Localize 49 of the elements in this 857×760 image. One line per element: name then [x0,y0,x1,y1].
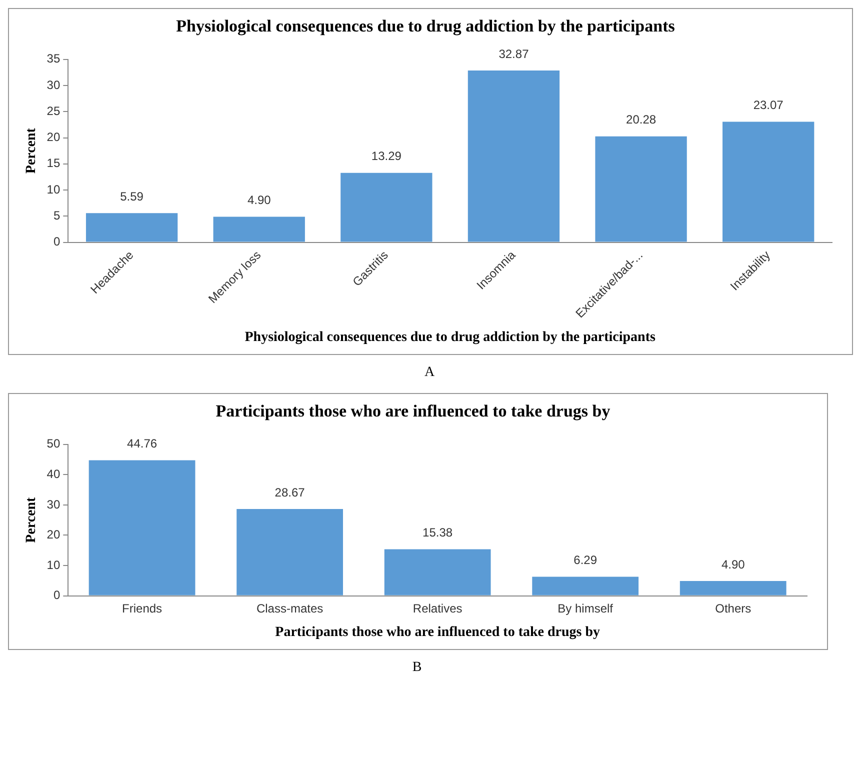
x-tick-label: By himself [558,601,614,616]
y-tick-label: 20 [46,528,60,542]
chart-title: Participants those who are influenced to take drugs by [216,402,611,421]
y-tick-label: 15 [46,156,60,170]
bar [532,576,639,596]
data-label: 5.59 [120,189,144,204]
y-tick-label: 10 [46,558,60,572]
y-tick-label: 20 [46,130,60,144]
data-label: 20.28 [626,112,656,127]
x-tick-label: Others [715,601,752,616]
bar [213,216,305,242]
y-tick-label: 30 [46,497,60,512]
bar [595,136,687,242]
bar [340,172,432,242]
data-label: 6.29 [574,553,598,568]
x-axis-title: Participants those who are influenced to take drugs by [275,625,600,640]
data-label: 4.90 [247,193,272,207]
x-axis-title: Physiological consequences due to drug addiction by the participants [244,330,656,346]
y-axis-title: Percent [24,496,40,543]
text: A [423,365,436,381]
data-label: 32.87 [498,46,530,61]
bar [88,460,196,596]
y-tick-label: 40 [46,466,60,481]
y-tick-label: 50 [46,436,60,451]
y-tick-label: 5 [53,208,60,222]
data-label: 23.07 [753,98,784,112]
data-label: 28.67 [274,485,306,500]
data-label: 13.29 [371,149,402,164]
y-axis-title: Percent [24,128,40,174]
y-tick-label: 10 [46,182,60,196]
y-tick-label: 0 [53,234,60,249]
bar [384,549,491,596]
text: B [411,660,423,676]
y-tick-label: 35 [46,52,60,66]
data-label: 4.90 [721,557,746,572]
y-tick-label: 25 [46,104,60,118]
data-label: 15.38 [422,526,453,540]
y-tick-label: 0 [53,588,60,602]
bar [468,70,560,242]
x-tick-label: Relatives [412,601,462,616]
x-tick-label: Class-mates [256,601,324,616]
bar [86,213,178,242]
bar [722,122,814,242]
x-tick-label: Friends [122,601,162,616]
chart-title: Physiological consequences due to drug addiction by the participants [176,16,676,36]
data-label: 44.76 [127,436,158,451]
y-tick-label: 30 [46,78,60,92]
bar [236,508,343,596]
bar [680,580,786,596]
